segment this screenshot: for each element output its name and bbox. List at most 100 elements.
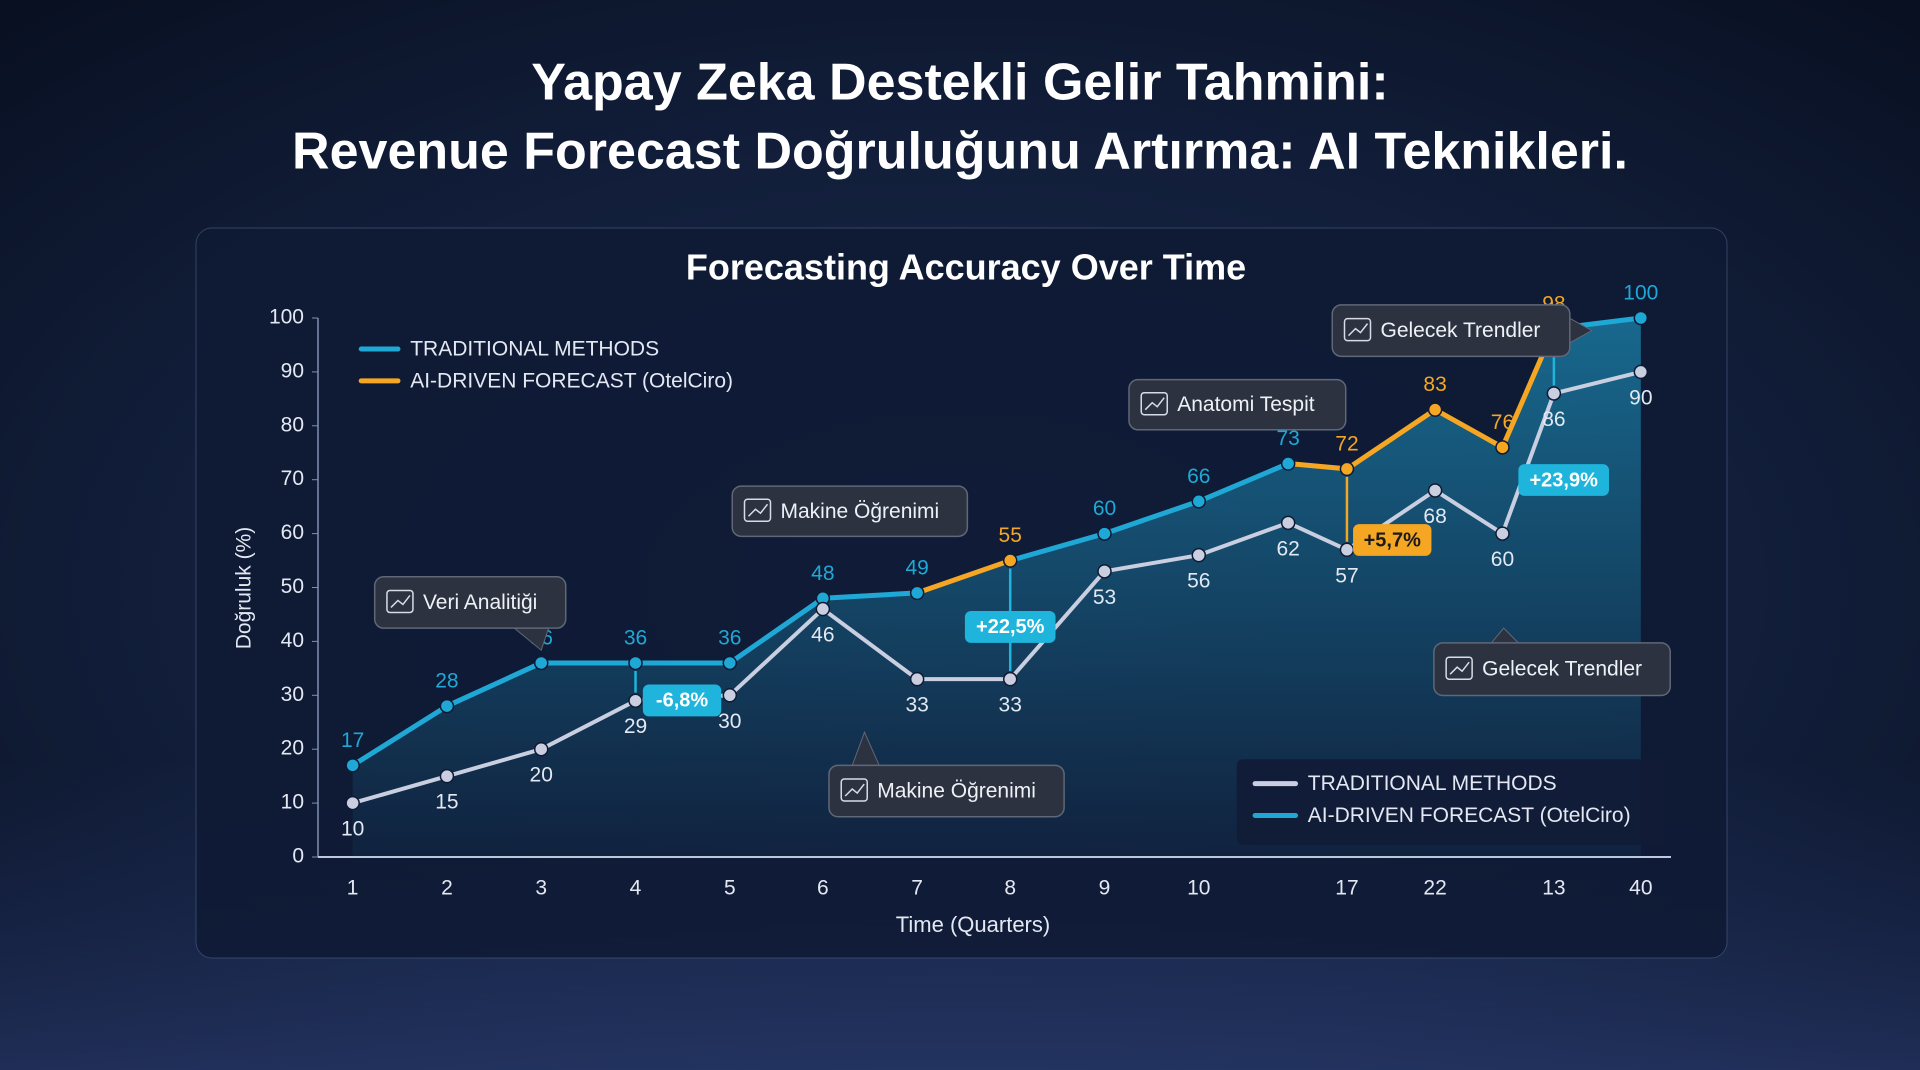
point [1633,310,1649,326]
callout-label: Veri Analitiği [423,591,537,614]
line-segment [1196,461,1291,504]
point [1427,483,1443,498]
value-label: 15 [435,791,458,814]
value-label: 68 [1423,505,1446,528]
legend-box [1236,759,1666,845]
point [1633,364,1649,380]
point [439,698,455,714]
value-label: 83 [1423,373,1446,396]
legend-label: TRADITIONAL METHODS [410,338,659,361]
point [909,671,925,687]
value-label: 17 [341,729,364,752]
value-label: 86 [1542,408,1565,431]
y-tick-label: 30 [281,683,304,706]
line-segment [1286,520,1349,552]
callout-box [1433,642,1671,697]
badge-label: +22,5% [976,616,1045,638]
legend-label: AI-DRIVEN FORECAST (OtelCiro) [1308,804,1631,827]
headline: Revenue Forecast Doğruluğunu Artırma: AI… [292,123,1628,181]
line-segment [1007,531,1107,564]
point [1280,456,1296,471]
value-label: 66 [1187,465,1210,488]
line-segment [820,607,920,682]
callout: Makine Öğrenimi [731,485,969,538]
point [533,741,549,757]
value-label: 60 [1093,497,1116,520]
point [815,601,831,617]
callout-label: Anatomi Tespit [1177,393,1315,416]
x-tick-label: 10 [1187,877,1210,900]
badge [642,684,722,717]
x-tick-label: 13 [1542,877,1565,900]
value-label: 72 [1335,432,1358,455]
callout-box [373,575,567,629]
point [1495,526,1510,541]
point [1002,553,1018,568]
callout-box [1128,378,1347,431]
x-tick-label: 40 [1629,877,1652,900]
value-label: 48 [811,562,834,585]
y-tick-label: 0 [292,845,304,868]
line-segment [1285,461,1350,472]
badge [1518,464,1609,496]
area [352,318,1641,857]
y-tick-label: 50 [281,575,304,598]
callout-box [731,485,969,538]
point [1002,671,1018,687]
point [722,688,738,703]
point [1280,515,1296,531]
callout-icon [840,778,868,802]
point [439,768,455,784]
y-tick-label: 40 [281,629,304,652]
line-segment [350,774,449,806]
y-tick-label: 70 [281,467,304,490]
callout-icon [743,498,772,522]
point [1427,402,1443,417]
callout-label: Gelecek Trendler [1381,319,1541,342]
point [722,655,738,671]
value-label: 29 [624,715,647,738]
point [1191,494,1207,509]
y-tick-label: 20 [281,737,304,760]
line-segment [727,607,825,698]
chart-title: Forecasting Accuracy Over Time [686,247,1246,288]
callout-icon [1347,323,1369,337]
value-label: 100 [1623,282,1658,305]
callout-icon [1449,661,1470,675]
line-segment [914,558,1013,596]
callout-label: Gelecek Trendler [1482,658,1642,681]
line-segment [1432,407,1505,450]
value-label: 76 [1491,411,1514,434]
value-label: 20 [530,764,553,787]
value-label: 46 [811,624,834,647]
point [1339,461,1355,477]
x-tick-label: 9 [1099,877,1111,900]
callout-box [1331,304,1571,358]
line-segment [350,703,450,768]
callout-label: Makine Öğrenimi [877,780,1036,803]
x-tick-label: 2 [441,877,453,900]
point [1191,547,1207,563]
line-segment [1196,520,1291,558]
line-segment [1433,488,1505,536]
line-segment [1008,569,1107,682]
callout-icon [1144,397,1165,411]
line-segment [1500,391,1556,536]
point [1097,526,1112,541]
line-segment [1551,369,1643,396]
callout-box [828,764,1065,818]
badge [964,611,1056,643]
value-label: 33 [999,694,1022,717]
y-tick-label: 100 [269,306,304,329]
line-segment [539,698,638,752]
y-axis-label: Doğruluk (%) [233,527,256,650]
x-tick-label: 3 [535,877,547,900]
x-tick-label: 6 [817,877,829,900]
value-label: 28 [435,670,458,693]
x-tick-label: 5 [724,877,736,900]
value-label: 30 [718,710,741,733]
line-segment [444,660,544,709]
badge-label: +5,7% [1364,529,1421,551]
callout: Veri Analitiği [373,575,567,652]
